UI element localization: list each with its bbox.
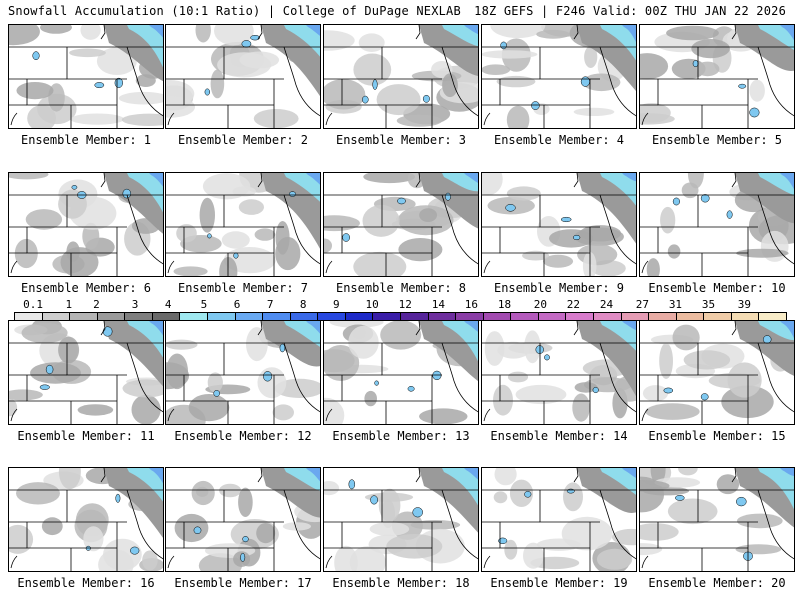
legend-label: 22 — [566, 298, 581, 311]
legend-swatch — [14, 312, 43, 321]
member-label: Ensemble Member: 12 — [174, 429, 312, 443]
member-label: Ensemble Member: 6 — [20, 281, 152, 295]
legend-swatch — [151, 312, 181, 321]
legend-swatch — [179, 312, 208, 321]
member-map-panel — [323, 320, 479, 425]
member-label: Ensemble Member: 2 — [177, 133, 309, 147]
member-map-panel — [323, 24, 479, 129]
legend-swatch — [124, 312, 153, 321]
legend-swatch — [427, 312, 457, 321]
legend-label: 8 — [299, 298, 307, 311]
member-map-panel — [639, 24, 795, 129]
legend-swatch — [400, 312, 429, 321]
legend-label: 39 — [737, 298, 751, 311]
member-map-panel — [165, 24, 321, 129]
legend-label: 7 — [266, 298, 274, 311]
member-label: Ensemble Member: 1 — [20, 133, 152, 147]
page-title: Snowfall Accumulation (10:1 Ratio) | Col… — [8, 4, 461, 18]
member-map-panel — [323, 172, 479, 277]
member-map-panel — [639, 172, 795, 277]
legend-swatch — [207, 312, 236, 321]
member-label: Ensemble Member: 18 — [332, 576, 470, 590]
legend-swatch — [648, 312, 677, 321]
member-label: Ensemble Member: 10 — [648, 281, 786, 295]
member-label: Ensemble Member: 17 — [174, 576, 312, 590]
legend-label: 35 — [701, 298, 716, 311]
legend-swatch — [593, 312, 622, 321]
legend-swatch — [289, 312, 319, 321]
member-map-panel — [639, 467, 795, 572]
member-label: Ensemble Member: 20 — [648, 576, 786, 590]
member-label: Ensemble Member: 14 — [490, 429, 628, 443]
legend-label: 20 — [533, 298, 547, 311]
legend-swatch — [703, 312, 732, 321]
member-map-panel — [8, 467, 164, 572]
legend-swatch — [234, 312, 264, 321]
legend-label: 27 — [635, 298, 649, 311]
legend-swatch — [344, 312, 374, 321]
legend-label: 5 — [200, 298, 208, 311]
member-map-panel — [165, 172, 321, 277]
member-label: Ensemble Member: 16 — [17, 576, 155, 590]
legend-label: 10 — [365, 298, 379, 311]
legend-label: 1 — [65, 298, 73, 311]
member-map-panel — [165, 467, 321, 572]
legend-label: 3 — [131, 298, 139, 311]
legend-swatch — [565, 312, 594, 321]
member-map-panel — [323, 467, 479, 572]
legend-swatch — [317, 312, 346, 321]
member-label: Ensemble Member: 19 — [490, 576, 628, 590]
member-label: Ensemble Member: 3 — [335, 133, 467, 147]
member-map-panel — [8, 172, 164, 277]
member-label: Ensemble Member: 7 — [177, 281, 309, 295]
legend-swatch — [455, 312, 484, 321]
member-map-panel — [481, 172, 637, 277]
member-label: Ensemble Member: 11 — [17, 429, 155, 443]
legend-swatch — [675, 312, 705, 321]
member-map-panel — [481, 467, 637, 572]
legend-label: 18 — [497, 298, 512, 311]
legend-label: 14 — [431, 298, 445, 311]
legend-label: 16 — [464, 298, 479, 311]
member-map-panel — [481, 24, 637, 129]
member-label: Ensemble Member: 5 — [651, 133, 783, 147]
legend-swatch — [96, 312, 126, 321]
member-label: Ensemble Member: 15 — [648, 429, 786, 443]
legend-swatch — [262, 312, 291, 321]
legend-swatch — [69, 312, 98, 321]
member-label: Ensemble Member: 8 — [335, 281, 467, 295]
legend-label: 31 — [668, 298, 683, 311]
legend-swatch — [510, 312, 539, 321]
legend-swatch — [620, 312, 650, 321]
legend-swatch — [482, 312, 512, 321]
run-valid-time: 18Z GEFS | F246 Valid: 00Z THU JAN 22 20… — [474, 4, 786, 18]
member-label: Ensemble Member: 13 — [332, 429, 470, 443]
member-map-panel — [481, 320, 637, 425]
legend-label: 4 — [164, 298, 172, 311]
member-map-panel — [165, 320, 321, 425]
legend-label: 24 — [599, 298, 614, 311]
legend-swatch — [372, 312, 401, 321]
legend-swatch — [758, 312, 787, 321]
member-label: Ensemble Member: 9 — [493, 281, 625, 295]
legend-label: 0.1 — [23, 298, 43, 311]
legend-label: 9 — [333, 298, 340, 311]
legend-swatch — [41, 312, 71, 321]
member-label: Ensemble Member: 4 — [493, 133, 625, 147]
legend-label: 2 — [93, 298, 100, 311]
snowfall-color-legend: 0.1 1 2 3 4 5 6 7 8 9 10 12 14 16 18 20 22 24 27 31 35 39 — [14, 298, 787, 330]
legend-swatch — [730, 312, 760, 321]
member-map-panel — [639, 320, 795, 425]
legend-label: 12 — [398, 298, 412, 311]
member-map-panel — [8, 24, 164, 129]
member-map-panel — [8, 320, 164, 425]
legend-swatch — [537, 312, 567, 321]
legend-label: 6 — [233, 298, 241, 311]
